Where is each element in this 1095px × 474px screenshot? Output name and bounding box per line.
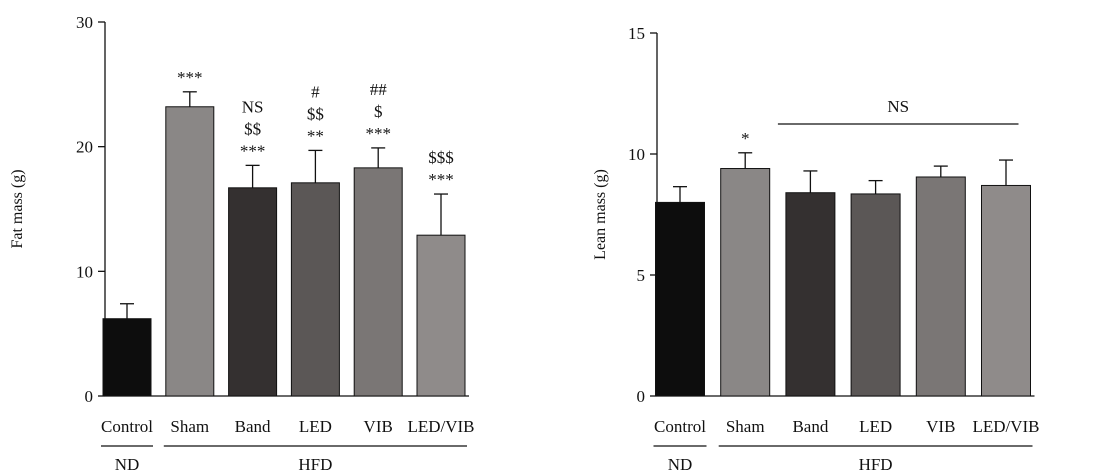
y-axis-label: Lean mass (g) xyxy=(592,169,609,260)
significance-label: $$$ xyxy=(428,148,454,167)
bar xyxy=(655,201,705,397)
group-label: HFD xyxy=(298,455,332,474)
chart-panel-1: 0 10 20 30 Fat mass (g) Control *** Sham *** $$ NS… xyxy=(9,13,475,474)
bar xyxy=(228,187,278,397)
y-tick-label: 10 xyxy=(628,145,645,164)
significance-label: *** xyxy=(428,170,454,189)
x-tick-label: Sham xyxy=(726,417,765,436)
significance-label: *** xyxy=(240,141,266,160)
x-tick-label: VIB xyxy=(364,417,393,436)
bar xyxy=(416,234,466,397)
bar xyxy=(915,176,966,397)
significance-label: NS xyxy=(242,97,264,116)
group-label: ND xyxy=(668,455,693,474)
significance-label: $ xyxy=(374,102,383,121)
y-tick-label: 20 xyxy=(76,138,93,157)
x-tick-label: VIB xyxy=(926,417,955,436)
x-tick-label: Sham xyxy=(170,417,209,436)
y-tick-label: 0 xyxy=(637,387,646,406)
significance-label: *** xyxy=(365,124,391,143)
x-tick-label: Band xyxy=(792,417,828,436)
x-tick-label: LED xyxy=(299,417,332,436)
bar xyxy=(850,193,901,397)
bar xyxy=(290,182,340,397)
x-tick-label: Control xyxy=(654,417,706,436)
x-tick-label: LED/VIB xyxy=(972,417,1039,436)
y-tick-label: 5 xyxy=(637,266,646,285)
significance-label: $$ xyxy=(307,104,324,123)
x-tick-label: Band xyxy=(235,417,271,436)
bar xyxy=(981,184,1031,397)
significance-label: * xyxy=(741,129,750,148)
x-tick-label: LED xyxy=(859,417,892,436)
bar xyxy=(353,167,403,397)
y-tick-label: 10 xyxy=(76,262,93,281)
group-label: ND xyxy=(115,455,140,474)
significance-label: *** xyxy=(177,68,203,87)
y-tick-label: 15 xyxy=(628,24,645,43)
bar xyxy=(102,318,152,397)
bracket-label: NS xyxy=(887,97,909,116)
y-tick-label: 30 xyxy=(76,13,93,32)
bar xyxy=(165,106,215,397)
chart-panel-2: 0 5 10 15 Lean mass (g) Control * Sham Band LED VI… xyxy=(592,24,1040,474)
significance-label: ** xyxy=(307,126,324,145)
bar xyxy=(785,192,836,397)
significance-label: $$ xyxy=(244,119,261,138)
group-label: HFD xyxy=(859,455,893,474)
significance-label: ## xyxy=(370,80,388,99)
significance-label: # xyxy=(311,82,320,101)
x-tick-label: LED/VIB xyxy=(407,417,474,436)
x-tick-label: Control xyxy=(101,417,153,436)
bar xyxy=(720,168,771,397)
y-tick-label: 0 xyxy=(85,387,94,406)
y-axis-label: Fat mass (g) xyxy=(9,169,26,248)
